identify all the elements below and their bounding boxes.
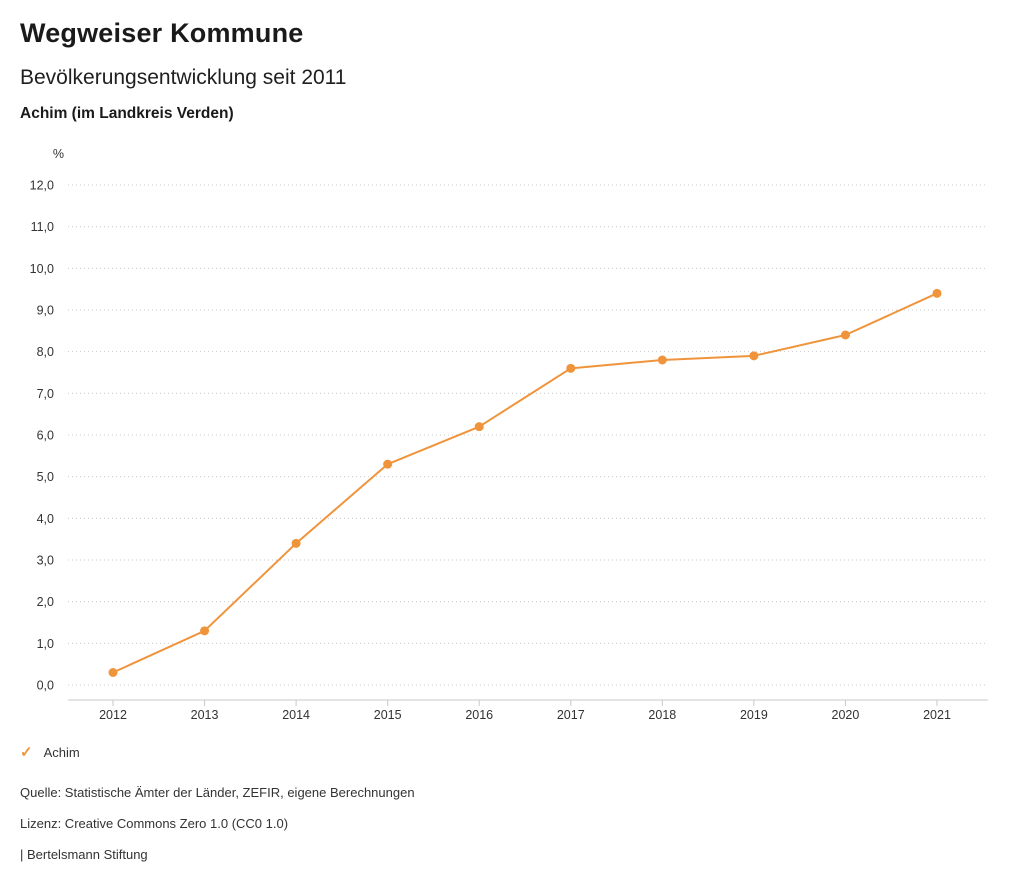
y-tick-label: 2,0 [37,595,54,609]
data-point-2016[interactable] [474,422,484,432]
x-tick-label: 2017 [557,708,585,722]
license-note: Lizenz: Creative Commons Zero 1.0 (CC0 1… [20,816,289,831]
y-tick-label: 9,0 [37,304,54,318]
y-tick-label: 10,0 [30,262,54,276]
y-tick-label: 6,0 [37,429,54,443]
x-tick-label: 2018 [648,708,676,722]
data-point-2013[interactable] [200,626,210,636]
series-line-achim [112,292,938,674]
y-tick-label: 4,0 [37,512,54,526]
data-point-2014[interactable] [291,538,301,548]
y-tick-label: 0,0 [37,679,54,693]
x-tick-label: 2020 [832,708,860,722]
y-tick-label: 5,0 [37,470,54,484]
x-tick-label: 2012 [99,708,127,722]
data-point-2019[interactable] [749,351,759,361]
line-chart: % 0,0 1,0 2,0 3,0 4,0 5,0 6,0 7,0 8,0 9,0 10,0 11,0 1… [0,135,1024,725]
x-tick-label: 2021 [923,708,951,722]
y-tick-label: 12,0 [30,179,54,193]
source-note: Quelle: Statistische Ämter der Länder, Z… [20,785,415,800]
legend: ✓ Achim [20,745,80,760]
footer: Quelle: Statistische Ämter der Länder, Z… [20,786,415,879]
data-point-2021[interactable] [932,288,942,298]
y-tick-label: 7,0 [37,387,54,401]
chart-subtitle: Bevölkerungsentwicklung seit 2011 [20,66,347,89]
y-tick-label: 3,0 [37,554,54,568]
region-label: Achim (im Landkreis Verden) [20,105,234,122]
y-tick-label: 8,0 [37,345,54,359]
page-title: Wegweiser Kommune [20,18,304,48]
check-icon: ✓ [20,744,33,761]
x-tick-label: 2013 [191,708,219,722]
data-point-2018[interactable] [657,355,667,365]
y-tick-label: 1,0 [37,637,54,651]
data-point-2017[interactable] [566,363,576,373]
attribution-note: | Bertelsmann Stiftung [20,847,148,862]
data-point-2015[interactable] [383,459,393,469]
x-tick-label: 2019 [740,708,768,722]
data-point-2020[interactable] [840,330,850,340]
line-chart-canvas: % 0,0 1,0 2,0 3,0 4,0 5,0 6,0 7,0 8,0 9,0 10,0 11,0 1… [30,147,988,722]
data-point-2012[interactable] [108,668,118,677]
y-tick-label: 11,0 [31,220,54,234]
legend-item-achim[interactable]: ✓ Achim [20,745,80,760]
y-axis-unit: % [53,147,64,161]
x-tick-label: 2016 [465,708,493,722]
x-tick-label: 2014 [282,708,310,722]
legend-label: Achim [43,745,80,760]
x-tick-label: 2015 [374,708,402,722]
